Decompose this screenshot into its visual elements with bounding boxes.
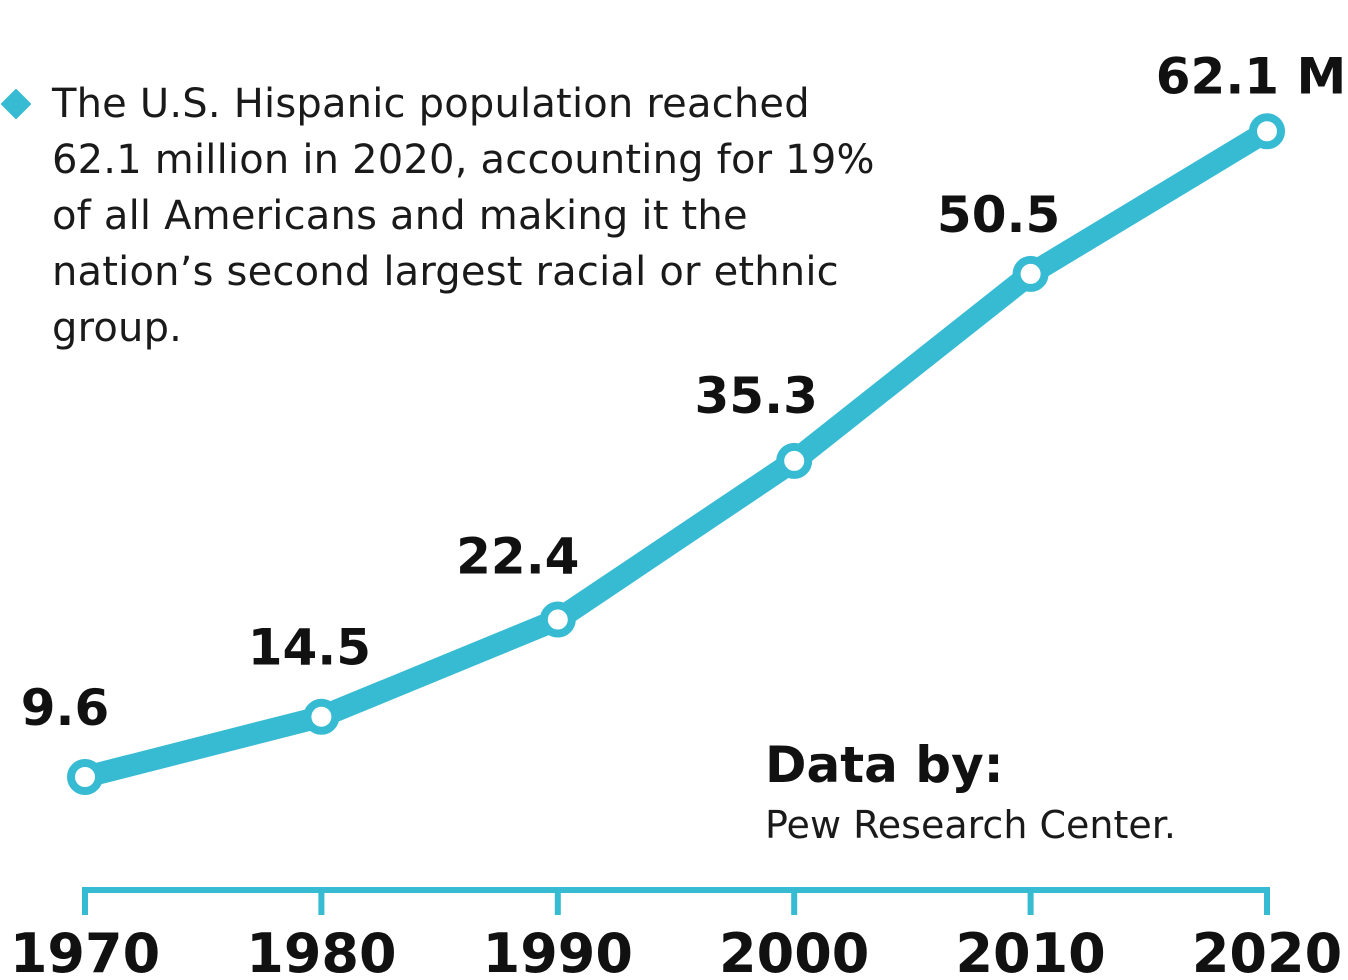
x-tick-label: 1990: [483, 922, 633, 980]
series-line-layer: [74, 120, 1278, 788]
data-point: [303, 698, 340, 735]
data-label: 22.4: [456, 528, 579, 586]
x-tick-label: 1970: [10, 922, 160, 980]
diamond-bullet-icon: [1, 89, 31, 119]
x-tick-labels-layer: 1970 1980 1990 2000 2010 2020: [10, 922, 1342, 980]
data-labels-layer: 9.6 14.5 22.4 35.3 50.5 62.1 M: [21, 47, 1347, 737]
data-point: [1012, 255, 1049, 292]
data-point: [539, 601, 576, 638]
data-label: 62.1 M: [1156, 47, 1347, 105]
series-line: [74, 120, 1278, 788]
x-tick-label: 2020: [1192, 922, 1342, 980]
x-axis: [82, 887, 1270, 915]
data-label: 9.6: [21, 679, 110, 737]
data-label: 35.3: [695, 367, 818, 425]
source-credit: Data by: Pew Research Center.: [765, 735, 1325, 849]
x-tick-label: 1980: [246, 922, 396, 980]
data-point: [1249, 113, 1285, 150]
x-tick-label: 2000: [719, 922, 869, 980]
x-tick-label: 2010: [955, 922, 1105, 980]
source-heading: Data by:: [765, 736, 1004, 794]
annotation-text: The U.S. Hispanic population reached 62.…: [52, 81, 875, 351]
data-points-layer: [67, 113, 1285, 795]
data-label: 14.5: [248, 619, 371, 677]
data-label: 50.5: [937, 186, 1060, 244]
data-point: [67, 759, 103, 795]
data-point: [776, 442, 813, 479]
source-name: Pew Research Center.: [765, 803, 1176, 847]
